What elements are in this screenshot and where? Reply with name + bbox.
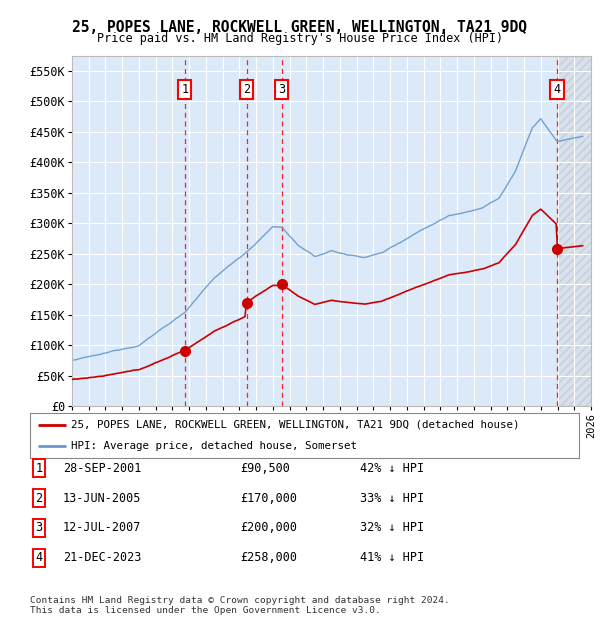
Text: 2: 2 bbox=[35, 492, 43, 505]
Text: 32% ↓ HPI: 32% ↓ HPI bbox=[360, 521, 424, 534]
Text: 42% ↓ HPI: 42% ↓ HPI bbox=[360, 462, 424, 475]
Text: 4: 4 bbox=[553, 82, 560, 95]
Text: Contains HM Land Registry data © Crown copyright and database right 2024.
This d: Contains HM Land Registry data © Crown c… bbox=[30, 596, 450, 615]
Text: £258,000: £258,000 bbox=[240, 551, 297, 564]
Text: 33% ↓ HPI: 33% ↓ HPI bbox=[360, 492, 424, 505]
Bar bbox=[557, 56, 591, 406]
Text: Price paid vs. HM Land Registry's House Price Index (HPI): Price paid vs. HM Land Registry's House … bbox=[97, 32, 503, 45]
Text: 12-JUL-2007: 12-JUL-2007 bbox=[63, 521, 142, 534]
Text: 28-SEP-2001: 28-SEP-2001 bbox=[63, 462, 142, 475]
Text: 1: 1 bbox=[35, 462, 43, 475]
Text: HPI: Average price, detached house, Somerset: HPI: Average price, detached house, Some… bbox=[71, 440, 357, 451]
Text: 4: 4 bbox=[35, 551, 43, 564]
Text: 2: 2 bbox=[243, 82, 250, 95]
Text: 41% ↓ HPI: 41% ↓ HPI bbox=[360, 551, 424, 564]
Text: 3: 3 bbox=[278, 82, 286, 95]
Text: 13-JUN-2005: 13-JUN-2005 bbox=[63, 492, 142, 505]
Text: 25, POPES LANE, ROCKWELL GREEN, WELLINGTON, TA21 9DQ: 25, POPES LANE, ROCKWELL GREEN, WELLINGT… bbox=[73, 20, 527, 35]
Text: £170,000: £170,000 bbox=[240, 492, 297, 505]
Bar bbox=[557, 56, 591, 406]
Text: 3: 3 bbox=[35, 521, 43, 534]
Text: 1: 1 bbox=[181, 82, 188, 95]
Text: 25, POPES LANE, ROCKWELL GREEN, WELLINGTON, TA21 9DQ (detached house): 25, POPES LANE, ROCKWELL GREEN, WELLINGT… bbox=[71, 420, 520, 430]
Text: £90,500: £90,500 bbox=[240, 462, 290, 475]
Text: 21-DEC-2023: 21-DEC-2023 bbox=[63, 551, 142, 564]
Text: £200,000: £200,000 bbox=[240, 521, 297, 534]
